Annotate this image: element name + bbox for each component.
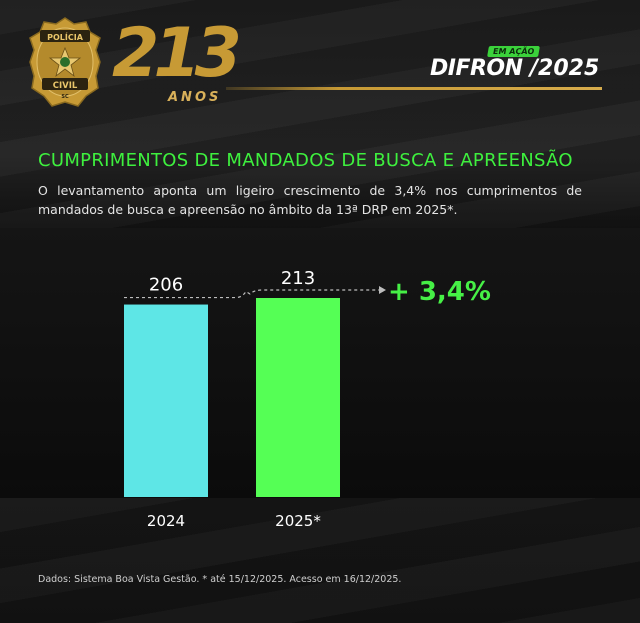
operation-name: DIFRON (430, 56, 523, 81)
operation-year: /2025 (530, 56, 600, 81)
growth-annotation: + 3,4% (388, 277, 491, 307)
bar-value-label: 206 (149, 275, 183, 296)
category-label: 2025* (275, 512, 321, 530)
badge-top-text: POLÍCIA (47, 31, 84, 42)
growth-arrow-icon (379, 286, 386, 294)
badge-bottom-text: CIVIL (53, 81, 78, 91)
police-badge-icon: POLÍCIA CIVIL SC (29, 17, 101, 107)
category-label: 2024 (147, 512, 185, 530)
bar-2024 (124, 304, 208, 497)
anniversary-word: ANOS (168, 90, 222, 105)
description: O levantamento aponta um ligeiro crescim… (38, 183, 582, 217)
badge-state-text: SC (61, 94, 69, 100)
bar-2025 (256, 298, 340, 497)
page-title: CUMPRIMENTOS DE MANDADOS DE BUSCA E APRE… (38, 150, 573, 171)
source-footnote: Dados: Sistema Boa Vista Gestão. * até 1… (38, 574, 402, 585)
anniversary-number: 213 (112, 14, 242, 93)
header-divider (226, 87, 602, 90)
bar-value-label: 213 (281, 268, 315, 289)
growth-connector-line (124, 289, 380, 299)
